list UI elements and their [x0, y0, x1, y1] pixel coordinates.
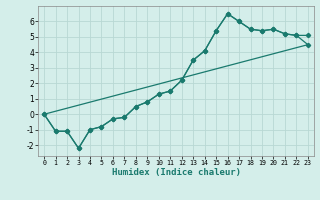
- X-axis label: Humidex (Indice chaleur): Humidex (Indice chaleur): [111, 168, 241, 177]
